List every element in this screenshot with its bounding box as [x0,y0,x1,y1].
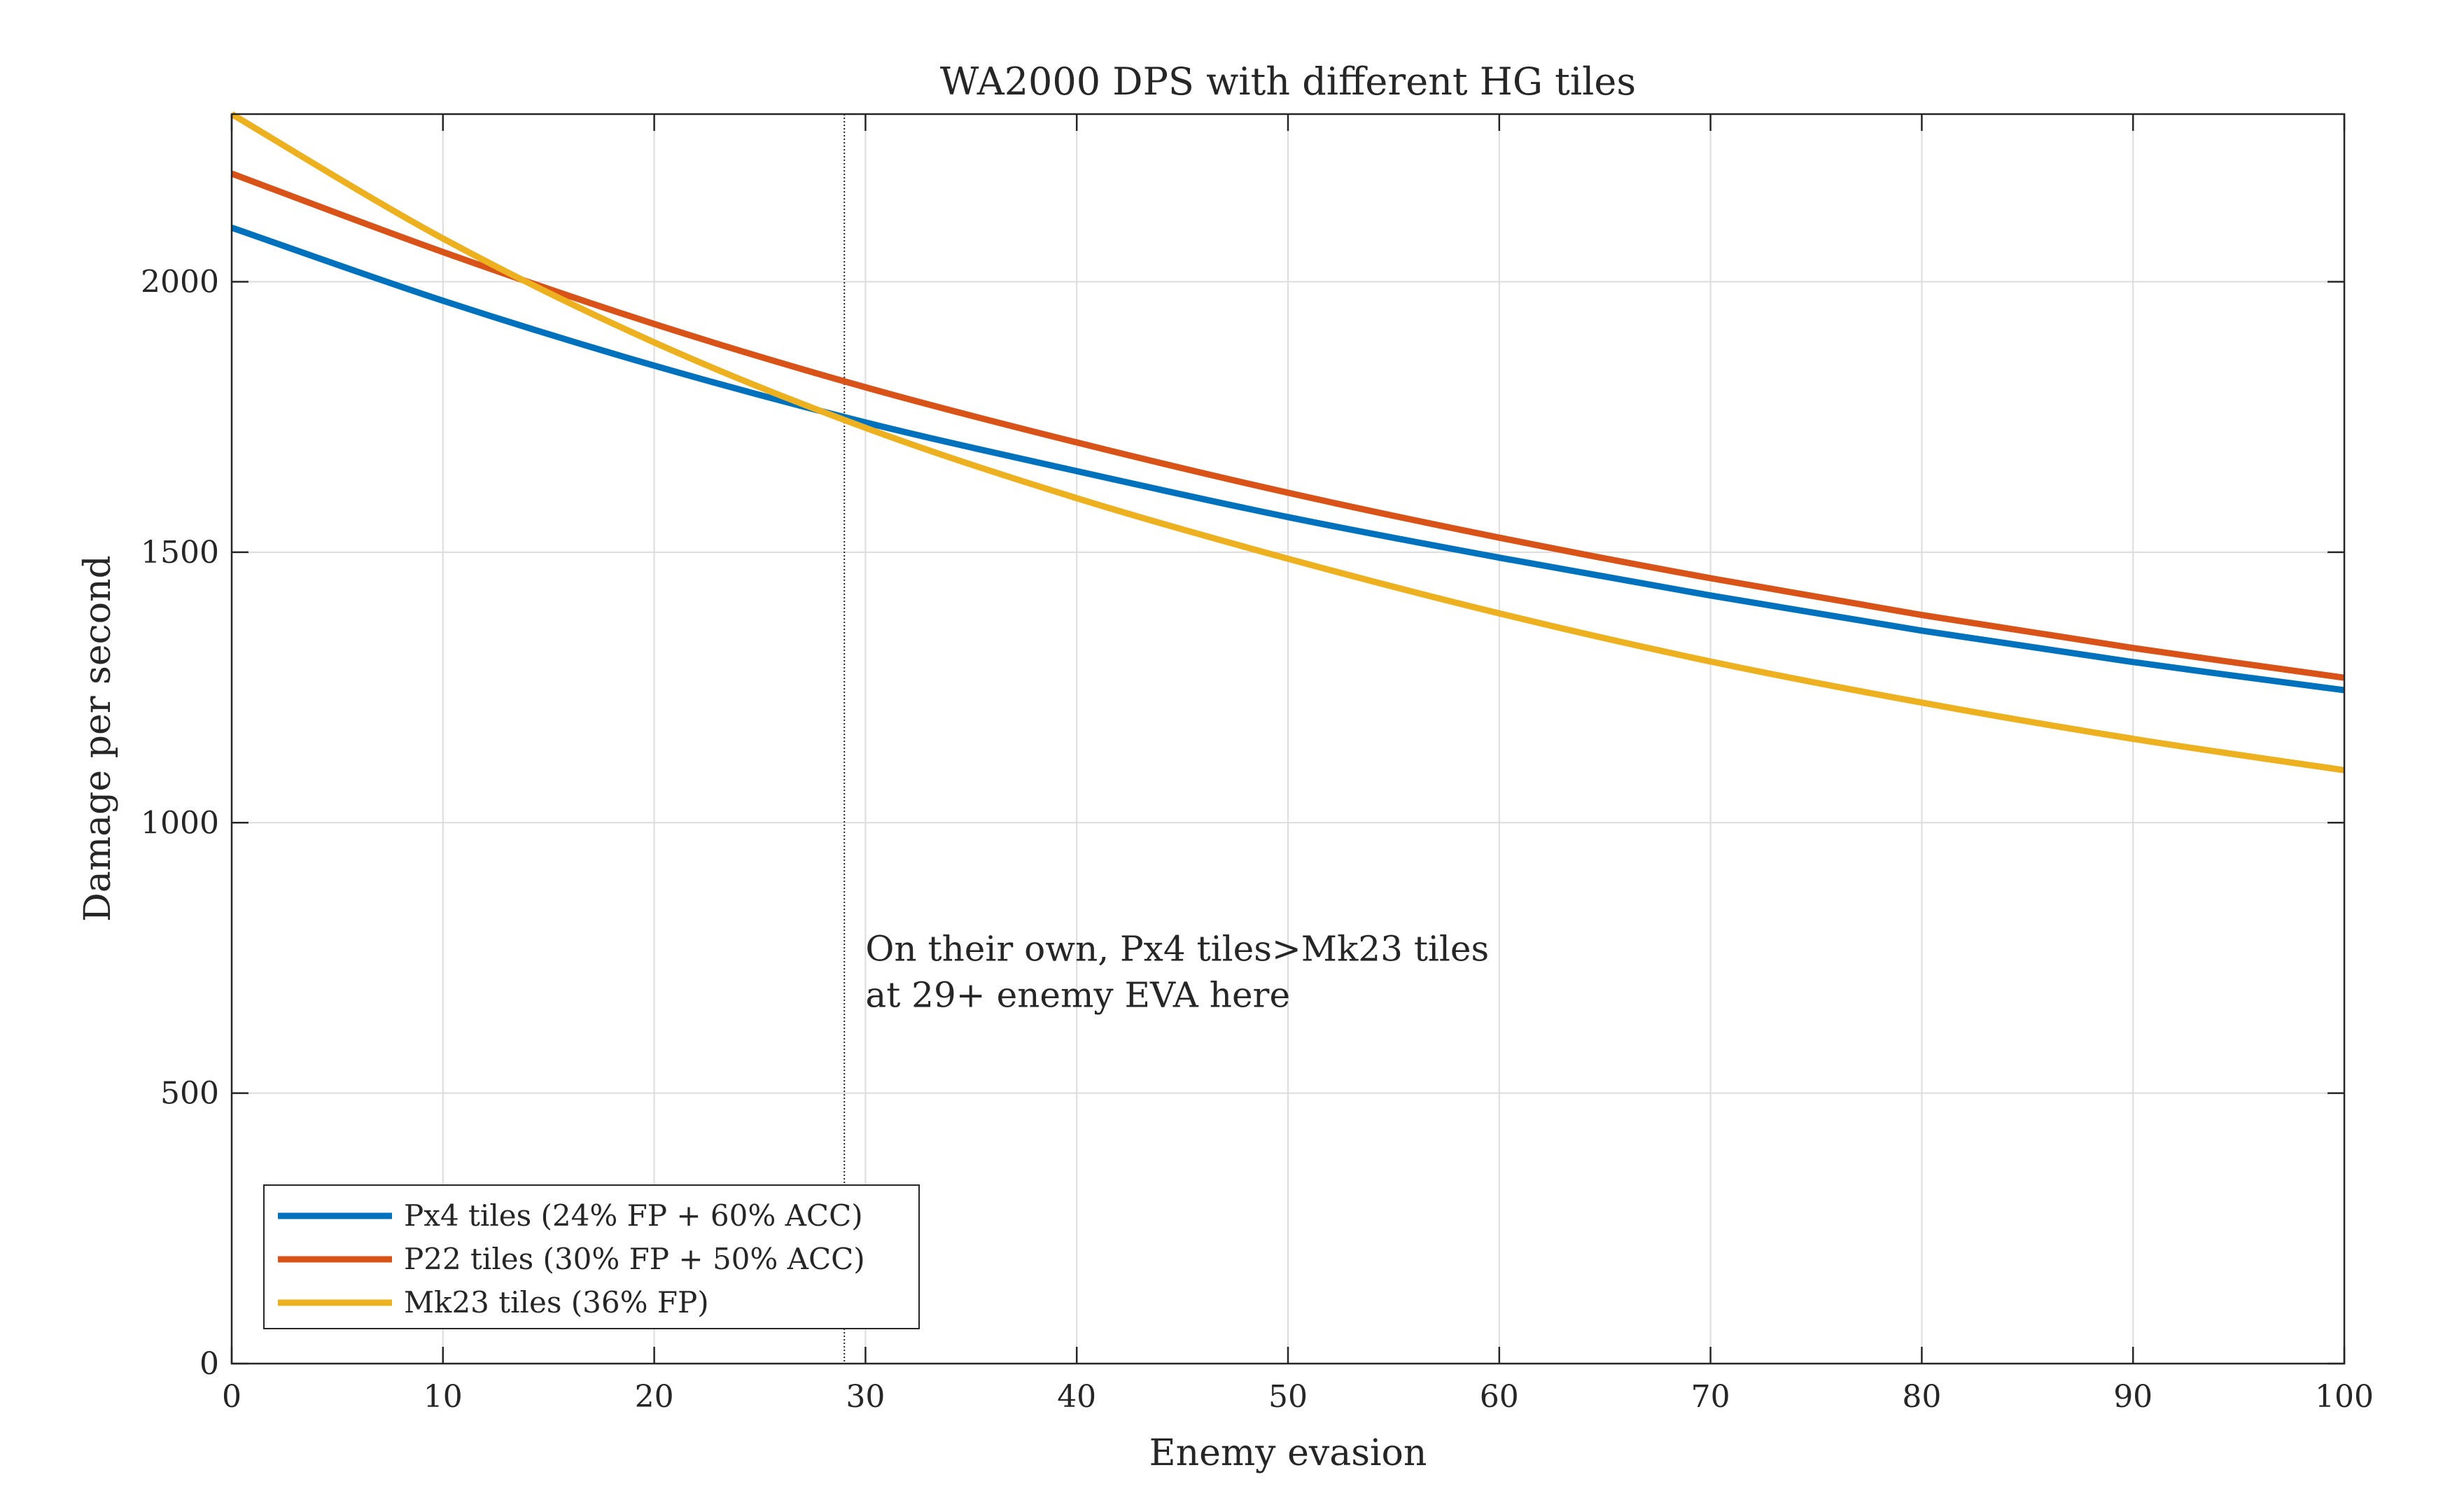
x-tick-label-50: 50 [1268,1379,1308,1415]
series-lines [230,111,2345,774]
annotation-line-2: at 29+ enemy EVA here [865,974,1290,1015]
x-tick-label-70: 70 [1691,1379,1730,1415]
x-tick-label-80: 80 [1902,1379,1941,1415]
y-axis-label: Damage per second [77,555,119,922]
series-line-0 [230,225,2345,694]
x-tick-label-30: 30 [846,1379,885,1415]
y-tick-label-1000: 1000 [141,805,219,841]
y-tick-label-0: 0 [200,1346,219,1382]
y-tick-label-2000: 2000 [141,265,219,300]
legend-label-px4: Px4 tiles (24% FP + 60% ACC) [404,1198,863,1233]
x-tick-label-0: 0 [222,1379,241,1415]
x-tick-label-60: 60 [1480,1379,1519,1415]
x-tick-label-100: 100 [2315,1379,2374,1415]
y-tick-label-500: 500 [160,1076,219,1112]
x-axis-label: Enemy evasion [1149,1432,1427,1474]
legend-label-mk23: Mk23 tiles (36% FP) [404,1285,709,1320]
series-line-1 [230,170,2345,681]
grid [232,114,2344,1364]
chart-title: WA2000 DPS with different HG tiles [940,59,1636,104]
x-tick-label-90: 90 [2113,1379,2152,1415]
legend-label-p22: P22 tiles (30% FP + 50% ACC) [404,1242,865,1276]
y-tick-label-1500: 1500 [141,535,219,570]
legend: Px4 tiles (24% FP + 60% ACC) P22 tiles (… [263,1184,920,1329]
series-line-2 [230,111,2345,774]
annotation-line-1: On their own, Px4 tiles>Mk23 tiles [865,928,1489,969]
x-tick-label-20: 20 [635,1379,674,1415]
x-tick-label-40: 40 [1057,1379,1096,1415]
x-tick-label-10: 10 [424,1379,463,1415]
